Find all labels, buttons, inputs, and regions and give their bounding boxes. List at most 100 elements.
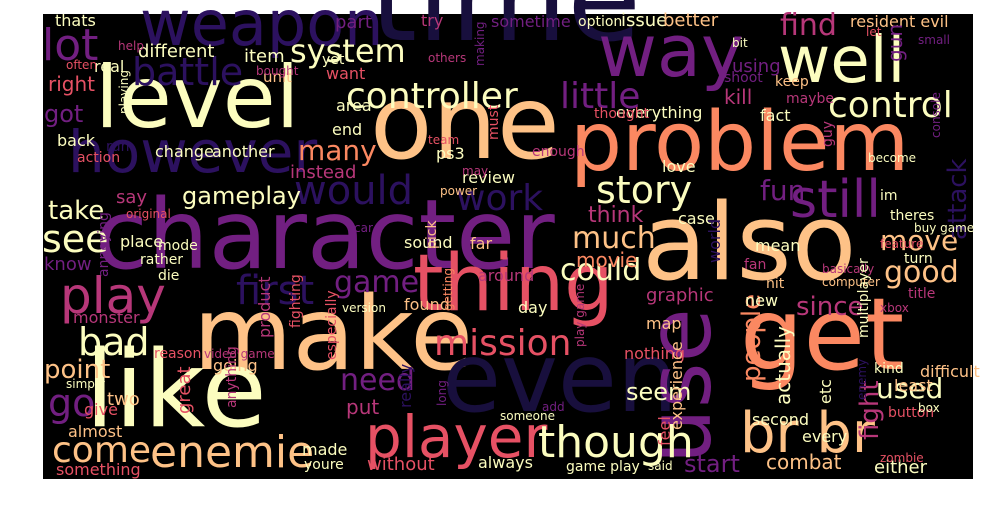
word-level: level: [95, 48, 300, 148]
word-run: run: [106, 139, 130, 155]
word-anything: anything: [224, 346, 240, 408]
word-think: think: [588, 203, 644, 228]
word-either: either: [874, 457, 928, 478]
word-start: start: [684, 450, 740, 478]
word-video-game: video game: [204, 347, 275, 361]
word-going: going: [213, 356, 258, 375]
word-everything: everything: [616, 103, 702, 122]
word-back: back: [57, 131, 96, 150]
word-let: let: [866, 25, 882, 39]
word-different: different: [138, 41, 214, 62]
word-zombie: zombie: [880, 451, 924, 465]
word-go: go: [48, 381, 95, 425]
word-weapon: weapon: [140, 0, 383, 60]
word-fighting: fighting: [288, 274, 304, 328]
word-version: version: [342, 301, 386, 315]
word-game-play: game play: [566, 459, 640, 475]
word-around: around: [478, 266, 534, 285]
word-got: got: [44, 100, 83, 128]
word-team: team: [428, 133, 459, 147]
word-want: want: [326, 64, 365, 83]
word-small: small: [918, 33, 950, 47]
word-mean: mean: [755, 236, 800, 255]
word-day: day: [518, 298, 547, 317]
word-make: make: [193, 275, 473, 394]
word-least: least: [894, 376, 933, 395]
word-graphic: graphic: [646, 285, 714, 306]
word-mode: mode: [158, 238, 198, 254]
word-almost: almost: [68, 422, 122, 441]
word-fight: fight: [855, 380, 885, 440]
word-bad: bad: [78, 320, 150, 364]
word-making: making: [473, 21, 487, 66]
word-end: end: [332, 120, 362, 139]
word-review: review: [462, 168, 515, 187]
word-someone: someone: [500, 409, 555, 423]
word-help: help: [118, 39, 144, 53]
word-kind: kind: [874, 361, 904, 377]
word-pick: pick: [424, 220, 440, 249]
word-often: often: [66, 58, 97, 72]
word-getting: getting: [441, 268, 455, 311]
word-time: time: [370, 0, 641, 69]
word-nothing: nothing: [624, 344, 685, 363]
word-give: give: [84, 400, 118, 419]
word-first: first: [236, 268, 314, 314]
word-gun: gun: [883, 24, 907, 62]
word-player: player: [365, 403, 547, 471]
word-map: map: [646, 314, 682, 333]
word-br-br: br br: [740, 401, 876, 466]
word-hit: hit: [766, 276, 785, 292]
word-seem: seem: [626, 378, 691, 406]
word-unit: unit: [263, 68, 292, 86]
word-movie: movie: [576, 248, 637, 272]
word-found: found: [404, 295, 450, 314]
word-without: without: [367, 454, 435, 475]
word-another: another: [212, 142, 275, 161]
word-find: find: [780, 8, 837, 43]
word-theres: theres: [890, 208, 934, 224]
word-play-game: play game: [573, 284, 587, 347]
word-product: product: [255, 276, 274, 338]
word-group: timeweaponwaywellleveloneproblemhoweverc…: [42, 0, 980, 479]
word-annoying: annoying: [96, 212, 112, 277]
word-fan: fan: [744, 257, 766, 273]
word-enemie: enemie: [150, 427, 314, 478]
word-bought: bought: [256, 64, 299, 78]
word-say: say: [116, 187, 147, 208]
word-especially: especially: [324, 290, 340, 360]
word-fact: fact: [760, 106, 791, 125]
word-gameplay: gameplay: [182, 182, 301, 210]
word-great: great: [174, 366, 195, 414]
word-simply: simply: [66, 377, 105, 391]
word-add: add: [542, 400, 565, 414]
word-people: people: [737, 294, 767, 382]
word-sound: sound: [404, 233, 453, 252]
word-far: far: [470, 234, 492, 253]
word-resident-evil: resident evil: [850, 12, 949, 31]
word-shoot: shoot: [724, 70, 763, 86]
word-console: console: [929, 92, 943, 138]
word-though: though: [538, 417, 694, 468]
word-may: may: [462, 164, 488, 178]
word-etc: etc: [816, 379, 835, 404]
word-difficult: difficult: [920, 362, 980, 381]
word-try: try: [421, 11, 443, 30]
word-move: move: [880, 224, 958, 257]
word-second: second: [752, 410, 809, 429]
word-action: action: [77, 150, 120, 166]
word-also: also: [642, 181, 856, 304]
word-ps3: ps3: [436, 144, 465, 163]
word-instead: instead: [290, 162, 356, 183]
word-turn: turn: [904, 251, 933, 267]
word-xbox: xbox: [880, 301, 909, 315]
word-case: case: [678, 209, 715, 228]
word-control: control: [828, 85, 953, 126]
word-must: must: [486, 104, 502, 140]
word-sometime: sometime: [491, 12, 571, 31]
word-battle: battle: [132, 50, 243, 94]
word-way: way: [598, 9, 744, 93]
word-area: area: [336, 96, 372, 115]
word-experience: experience: [667, 341, 686, 430]
